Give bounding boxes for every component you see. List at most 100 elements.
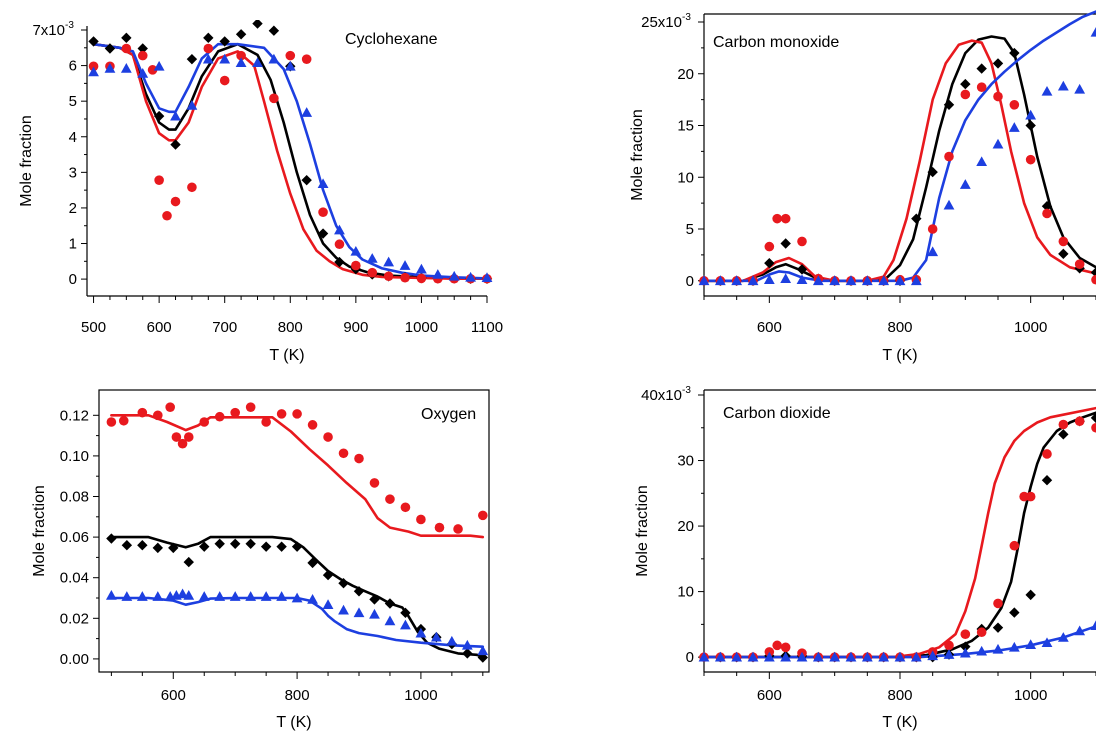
data-point-circle [772, 640, 782, 651]
y-tick-label: 0.10 [60, 448, 89, 465]
y-tick-label: 20 [677, 518, 694, 535]
data-point-triangle [307, 594, 318, 604]
y-tick-label: 0 [69, 271, 77, 288]
data-point-circle [153, 410, 163, 421]
data-point-triangle [121, 591, 133, 601]
data-point-triangle [1041, 637, 1053, 648]
data-point-circle [780, 213, 791, 224]
data-point-circle [772, 213, 782, 224]
data-point-diamond [384, 598, 396, 609]
data-point-diamond [229, 538, 241, 550]
data-point-circle [338, 448, 349, 459]
data-point-circle [927, 224, 938, 234]
data-point-diamond [170, 139, 181, 150]
data-point-diamond [301, 174, 312, 186]
x-tick-label: 800 [887, 319, 912, 336]
data-point-triangle [910, 275, 922, 286]
data-point-triangle [260, 591, 272, 601]
data-point-triangle [350, 245, 362, 256]
data-point-triangle [861, 651, 873, 662]
data-point-circle [199, 417, 210, 427]
data-point-triangle [461, 639, 473, 650]
data-point-triangle [829, 651, 841, 662]
data-point-triangle [136, 591, 148, 601]
data-point-circle [187, 182, 197, 193]
data-point-triangle [214, 591, 226, 601]
data-point-triangle [338, 604, 349, 615]
data-point-triangle [415, 627, 427, 638]
data-point-triangle [698, 275, 710, 286]
data-point-diamond [477, 652, 489, 663]
data-point-triangle [317, 178, 329, 189]
data-point-triangle [1057, 80, 1069, 91]
data-point-triangle [322, 599, 334, 610]
data-point-diamond [1009, 607, 1020, 618]
data-point-circle [1025, 154, 1036, 165]
data-point-circle [137, 407, 148, 418]
data-point-circle [307, 420, 318, 430]
series-line-blue [110, 596, 485, 649]
data-point-triangle [369, 608, 380, 619]
data-point-triangle [927, 650, 939, 661]
data-point-circle [261, 417, 271, 427]
data-point-triangle [400, 619, 411, 630]
data-point-triangle [268, 53, 280, 64]
data-point-diamond [992, 622, 1004, 633]
data-point-triangle [959, 647, 971, 658]
data-point-circle [121, 43, 132, 54]
data-point-triangle [829, 275, 841, 286]
data-point-circle [434, 522, 445, 533]
data-point-triangle [1074, 83, 1086, 94]
data-point-diamond [268, 25, 280, 36]
data-point-triangle [219, 53, 231, 64]
data-point-triangle [1090, 620, 1096, 630]
data-point-circle [269, 93, 279, 104]
data-point-circle [214, 411, 225, 422]
data-point-triangle [714, 651, 726, 662]
chart-panel-0: 0 1 2 3 4 5 6 7x10 -3 500 600 700 800 900 1000 1100 T (K… [18, 20, 503, 364]
data-point-diamond [960, 78, 971, 90]
data-point-circle [292, 409, 302, 419]
x-tick-label: 600 [147, 319, 172, 336]
data-point-triangle [1008, 641, 1020, 652]
data-point-triangle [235, 57, 247, 68]
x-axis-title: T (K) [269, 347, 304, 364]
data-point-circle [797, 236, 807, 247]
data-point-diamond [334, 256, 345, 268]
data-point-triangle [432, 269, 444, 279]
y-axis-title: Mole fraction [31, 485, 48, 577]
data-point-diamond [992, 58, 1004, 69]
data-point-triangle [229, 591, 241, 601]
data-point-circle [219, 75, 230, 86]
data-point-triangle [481, 272, 493, 282]
data-point-circle [369, 478, 380, 488]
y-exponent-label: -3 [65, 20, 74, 31]
data-point-circle [276, 409, 287, 419]
data-point-circle [354, 453, 364, 464]
data-point-triangle [976, 645, 988, 656]
data-point-triangle [1041, 85, 1053, 96]
y-tick-label: 0.04 [60, 570, 89, 587]
data-point-triangle [170, 110, 181, 121]
data-point-triangle [943, 649, 955, 659]
y-tick-label: 0 [686, 649, 694, 666]
data-point-triangle [927, 246, 939, 257]
y-tick-label: 30 [677, 453, 694, 470]
data-point-triangle [747, 275, 759, 286]
y-tick-label: 5 [686, 221, 694, 238]
data-point-circle [367, 267, 378, 278]
data-point-triangle [245, 591, 257, 601]
data-point-circle [351, 260, 361, 271]
y-exponent-label: -3 [682, 12, 691, 23]
data-point-diamond [400, 607, 411, 619]
data-point-triangle [416, 263, 427, 274]
data-point-circle [1025, 491, 1036, 502]
data-point-triangle [366, 253, 378, 263]
chart-panel-3: 0 10 20 30 40x10 -3 600 800 1000 T (K) Mole fracti… [634, 385, 1096, 731]
plot-area [698, 10, 1096, 286]
data-point-diamond [260, 541, 272, 552]
data-point-diamond [106, 533, 117, 544]
data-point-circle [165, 402, 175, 412]
data-point-triangle [763, 274, 775, 285]
